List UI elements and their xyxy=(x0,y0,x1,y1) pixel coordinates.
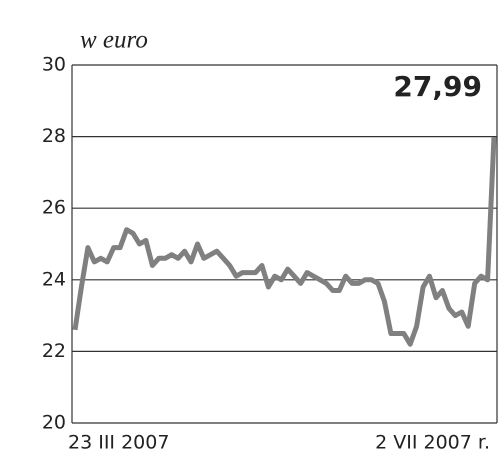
y-tick-label: 20 xyxy=(42,412,66,434)
x-tick-label: 2 VII 2007 r. xyxy=(375,432,490,454)
y-tick-label: 22 xyxy=(42,340,66,362)
annotation: 27,99 xyxy=(393,70,482,103)
x-tick-label: 23 III 2007 xyxy=(68,432,169,454)
y-tick-label: 30 xyxy=(42,54,66,76)
chart-title: w euro xyxy=(80,27,148,54)
y-tick-label: 28 xyxy=(42,125,66,147)
y-tick-label: 24 xyxy=(42,268,66,290)
y-tick-label: 26 xyxy=(42,197,66,219)
line-series xyxy=(72,136,497,347)
